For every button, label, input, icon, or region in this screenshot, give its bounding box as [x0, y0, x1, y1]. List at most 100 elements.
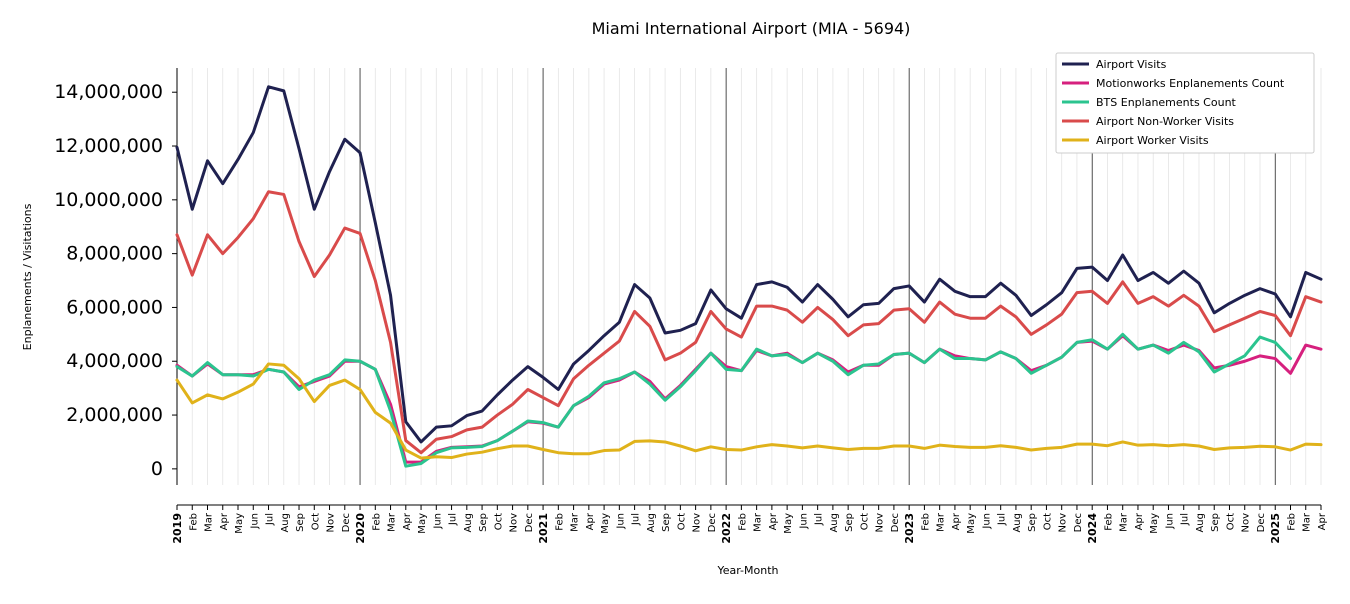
- series-line-airport-worker-visits: [175, 362, 1323, 460]
- y-tick-label: 0: [151, 458, 163, 480]
- x-tick-label: 2020: [354, 513, 367, 544]
- x-tick-label: May: [417, 513, 428, 534]
- x-tick-label: Sep: [1210, 513, 1221, 532]
- x-tick-label: Dec: [890, 513, 901, 532]
- series-line-bts-enplanements-count: [175, 332, 1292, 468]
- legend-label: Airport Worker Visits: [1096, 134, 1209, 147]
- x-tick-label: Mar: [1302, 512, 1313, 532]
- x-tick-label: Sep: [478, 513, 489, 532]
- series-line-motionworks-enplanements-count: [175, 334, 1323, 464]
- x-tick-label: Sep: [661, 513, 672, 532]
- x-tick-label: Apr: [768, 512, 779, 530]
- x-tick-label: Feb: [1286, 513, 1297, 531]
- x-tick-label: 2025: [1269, 513, 1282, 544]
- x-tick-label: May: [1149, 513, 1160, 534]
- x-tick-label: Oct: [1225, 513, 1236, 530]
- x-tick-label: Jul: [265, 513, 276, 526]
- x-tick-label: Oct: [310, 513, 321, 530]
- x-tick-label: Mar: [1119, 512, 1130, 532]
- x-tick-label: May: [234, 513, 245, 534]
- x-tick-label: Dec: [707, 513, 718, 532]
- x-tick-label: Nov: [875, 513, 886, 533]
- x-tick-label: May: [600, 513, 611, 534]
- x-tick-label: Dec: [1073, 513, 1084, 532]
- x-tick-label: Nov: [692, 513, 703, 533]
- legend-label: Airport Non-Worker Visits: [1096, 115, 1234, 128]
- y-tick-label: 12,000,000: [54, 135, 163, 157]
- y-tick-label: 4,000,000: [66, 350, 163, 372]
- x-tick-label: Nov: [1241, 513, 1252, 533]
- x-tick-label: 2023: [903, 513, 916, 544]
- y-tick-label: 14,000,000: [54, 81, 163, 103]
- x-tick-label: Feb: [371, 513, 382, 531]
- x-tick-label: Dec: [1256, 513, 1267, 532]
- x-tick-label: Mar: [387, 512, 398, 532]
- x-tick-label: Oct: [493, 513, 504, 530]
- x-tick-label: Feb: [188, 513, 199, 531]
- x-tick-label: Aug: [1012, 513, 1023, 533]
- y-tick-label: 2,000,000: [66, 404, 163, 426]
- x-tick-label: Feb: [920, 513, 931, 531]
- x-tick-label: Jun: [432, 513, 443, 530]
- series-line-airport-visits: [175, 85, 1323, 444]
- y-axis-label: Enplanements / Visitations: [21, 203, 34, 350]
- x-tick-label: Oct: [676, 513, 687, 530]
- x-tick-label: Oct: [859, 513, 870, 530]
- x-tick-label: Feb: [1103, 513, 1114, 531]
- x-axis-label: Year-Month: [716, 564, 778, 577]
- x-tick-label: Nov: [509, 513, 520, 533]
- x-tick-label: Apr: [219, 512, 230, 530]
- series-lines: [175, 85, 1323, 468]
- y-tick-label: 8,000,000: [66, 243, 163, 265]
- x-tick-label: Jul: [631, 513, 642, 526]
- x-tick-label: 2022: [720, 513, 733, 544]
- x-tick-label: May: [966, 513, 977, 534]
- x-tick-label: Jun: [798, 513, 809, 530]
- x-tick-label: Dec: [524, 513, 535, 532]
- legend-label: Motionworks Enplanements Count: [1096, 77, 1285, 90]
- x-tick-label: Sep: [844, 513, 855, 532]
- x-tick-label: Aug: [463, 513, 474, 533]
- x-tick-label: Sep: [295, 513, 306, 532]
- x-tick-label: Apr: [402, 512, 413, 530]
- x-tick-label: Apr: [1134, 512, 1145, 530]
- legend: Airport Visits Motionworks Enplanements C…: [1055, 52, 1315, 154]
- series-line-airport-non-worker-visits: [175, 190, 1323, 455]
- x-tick-label: Nov: [326, 513, 337, 533]
- x-tick-label: Feb: [554, 513, 565, 531]
- x-tick-label: Mar: [570, 512, 581, 532]
- chart-title: Miami International Airport (MIA - 5694): [592, 19, 911, 38]
- y-tick-label: 10,000,000: [54, 189, 163, 211]
- x-tick-label: Apr: [951, 512, 962, 530]
- x-tick-label: Sep: [1027, 513, 1038, 532]
- x-tick-label: Jul: [1180, 513, 1191, 526]
- x-tick-label: Nov: [1058, 513, 1069, 533]
- legend-box: [1055, 52, 1315, 154]
- x-tick-label: Aug: [1195, 513, 1206, 533]
- x-tick-label: 2024: [1086, 513, 1099, 544]
- x-tick-label: Apr: [585, 512, 596, 530]
- x-tick-label: Jul: [997, 513, 1008, 526]
- x-tick-label: Aug: [280, 513, 291, 533]
- x-tick-label: Feb: [737, 513, 748, 531]
- x-tick-label: Aug: [829, 513, 840, 533]
- x-tick-label: Mar: [936, 512, 947, 532]
- x-tick-label: Apr: [1317, 512, 1328, 530]
- x-tick-label: Dec: [341, 513, 352, 532]
- x-tick-label: Jul: [448, 513, 459, 526]
- x-tick-label: Mar: [204, 512, 215, 532]
- x-tick-label: Oct: [1042, 513, 1053, 530]
- legend-label: Airport Visits: [1096, 58, 1167, 71]
- x-tick-label: Jul: [814, 513, 825, 526]
- y-tick-label: 6,000,000: [66, 296, 163, 318]
- x-tick-label: Jun: [1164, 513, 1175, 530]
- x-tick-label: Mar: [753, 512, 764, 532]
- axes: 0 2,000,000 4,000,000 6,000,000 8,000,000 10,…: [54, 68, 1328, 544]
- x-tick-label: 2019: [171, 513, 184, 544]
- x-tick-label: Aug: [646, 513, 657, 533]
- x-tick-label: Jun: [981, 513, 992, 530]
- x-tick-label: 2021: [537, 513, 550, 544]
- x-tick-label: Jun: [249, 513, 260, 530]
